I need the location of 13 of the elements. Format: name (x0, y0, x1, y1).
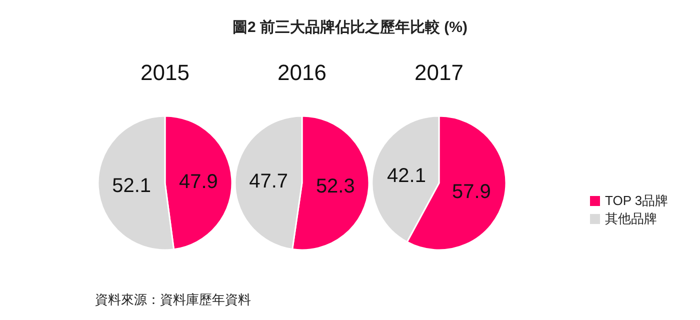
data-label: 47.7 (249, 170, 288, 193)
legend-label: 其他品牌 (605, 211, 657, 226)
data-label: 42.1 (387, 164, 426, 187)
slice-label: 2017 (414, 60, 464, 85)
legend-label: TOP 3品牌 (605, 193, 668, 208)
data-label: 57.9 (452, 181, 491, 204)
text: 圖2 前三大品牌佔比之歷年比較 (%) (232, 18, 468, 36)
data-label: 52.1 (112, 175, 152, 198)
slice-label: 2015 (140, 60, 190, 85)
source-note: 資料來源：資料庫歷年資料 (95, 292, 251, 307)
data-label: 47.9 (178, 170, 218, 193)
data-label: 52.3 (316, 175, 355, 198)
slice-label: 2016 (278, 60, 326, 85)
